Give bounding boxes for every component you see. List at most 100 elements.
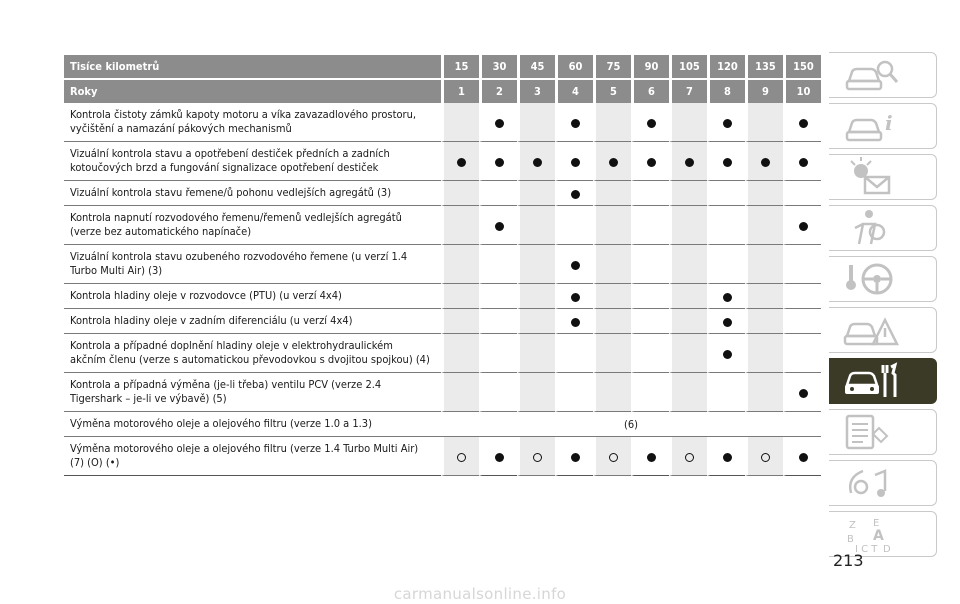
- header-km-60: 60: [555, 55, 593, 78]
- interval-cell: [707, 103, 745, 142]
- table-row: Vizuální kontrola stavu ozubeného rozvod…: [64, 245, 821, 284]
- chapter-tab-4[interactable]: [829, 205, 937, 251]
- filled-dot-mark: [571, 292, 580, 302]
- filled-dot-mark: [761, 157, 770, 167]
- interval-cell: [479, 245, 517, 284]
- chapter-tab-1[interactable]: [829, 52, 937, 98]
- car-wrench-icon: [845, 362, 898, 397]
- header-km-120: 120: [707, 55, 745, 78]
- task-description: Kontrola a případná výměna (je-li třeba)…: [64, 373, 441, 412]
- interval-cell: [441, 181, 479, 206]
- svg-text:I C T: I C T: [855, 544, 878, 554]
- table-row: Kontrola čistoty zámků kapoty motoru a v…: [64, 103, 821, 142]
- interval-cell: [707, 334, 745, 373]
- filled-dot-mark: [723, 292, 732, 302]
- interval-cell: [707, 437, 745, 476]
- interval-cell: [783, 181, 821, 206]
- filled-dot-mark: [799, 157, 808, 167]
- interval-cell: [593, 103, 631, 142]
- interval-cell: [441, 437, 479, 476]
- spec-list-icon: [845, 414, 889, 450]
- svg-text:i: i: [885, 111, 893, 135]
- task-description: Vizuální kontrola stavu ozubeného rozvod…: [64, 245, 441, 284]
- task-description: Kontrola a případné doplnění hladiny ole…: [64, 334, 441, 373]
- interval-cell: [555, 245, 593, 284]
- interval-cell: [555, 142, 593, 181]
- interval-cell: [783, 437, 821, 476]
- filled-dot-mark: [647, 452, 656, 462]
- header-km-45: 45: [517, 55, 555, 78]
- interval-cell: [745, 437, 783, 476]
- chapter-tab-5[interactable]: [829, 256, 937, 302]
- interval-cell: [441, 309, 479, 334]
- table-row: Kontrola hladiny oleje v zadním diferenc…: [64, 309, 821, 334]
- interval-cell: [441, 103, 479, 142]
- interval-cell: [745, 334, 783, 373]
- header-km-75: 75: [593, 55, 631, 78]
- header-year-2: 2: [479, 78, 517, 103]
- interval-cell: [631, 245, 669, 284]
- chapter-tab-2[interactable]: i: [829, 103, 937, 149]
- interval-cell: [479, 284, 517, 309]
- svg-text:E: E: [873, 518, 879, 529]
- hollow-ring-mark: [685, 452, 694, 462]
- interval-cell: [593, 373, 631, 412]
- interval-cell: [745, 103, 783, 142]
- interval-cell: [555, 103, 593, 142]
- chapter-tab-7[interactable]: [829, 358, 937, 404]
- interval-cell: [707, 245, 745, 284]
- header-year-4: 4: [555, 78, 593, 103]
- filled-dot-mark: [723, 157, 732, 167]
- interval-cell: [517, 309, 555, 334]
- interval-cell: [783, 373, 821, 412]
- table-row: Vizuální kontrola stavu řemene/ů pohonu …: [64, 181, 821, 206]
- filled-dot-mark: [571, 452, 580, 462]
- filled-dot-mark: [647, 157, 656, 167]
- header-years-row: Roky 1 2 3 4 5 6 7 8 9 10: [64, 78, 821, 103]
- header-year-5: 5: [593, 78, 631, 103]
- chapter-tab-8[interactable]: [829, 409, 937, 455]
- task-description: Výměna motorového oleje a olejového filt…: [64, 437, 441, 476]
- interval-cell: [593, 284, 631, 309]
- interval-cell: [555, 437, 593, 476]
- interval-cell: [707, 373, 745, 412]
- interval-cell: [441, 142, 479, 181]
- header-km-30: 30: [479, 55, 517, 78]
- chapter-tab-9[interactable]: [829, 460, 937, 506]
- interval-cell: [441, 245, 479, 284]
- interval-cell: [783, 309, 821, 334]
- header-year-9: 9: [745, 78, 783, 103]
- key-steering-wheel-icon: [846, 263, 893, 295]
- filled-dot-mark: [799, 452, 808, 462]
- task-description: Kontrola hladiny oleje v rozvodovce (PTU…: [64, 284, 441, 309]
- interval-cell: [707, 142, 745, 181]
- header-km-15: 15: [441, 55, 479, 78]
- span-note: (6): [441, 412, 821, 437]
- car-info-icon: i: [845, 111, 893, 142]
- interval-cell: [669, 142, 707, 181]
- interval-cell: [593, 142, 631, 181]
- chapter-tab-6[interactable]: [829, 307, 937, 353]
- filled-dot-mark: [571, 118, 580, 128]
- interval-cell: [745, 309, 783, 334]
- interval-cell: [631, 142, 669, 181]
- chapter-tab-3[interactable]: [829, 154, 937, 200]
- task-description: Vizuální kontrola stavu řemene/ů pohonu …: [64, 181, 441, 206]
- interval-cell: [631, 334, 669, 373]
- header-km-150: 150: [783, 55, 821, 78]
- interval-cell: [669, 103, 707, 142]
- interval-cell: [631, 103, 669, 142]
- table-row: Výměna motorového oleje a olejového filt…: [64, 412, 821, 437]
- interval-cell: [517, 334, 555, 373]
- interval-cell: [479, 103, 517, 142]
- car-warning-triangle-icon: [843, 317, 900, 346]
- filled-dot-mark: [723, 317, 732, 327]
- interval-cell: [517, 284, 555, 309]
- filled-dot-mark: [799, 221, 808, 231]
- interval-cell: [555, 334, 593, 373]
- interval-cell: [517, 181, 555, 206]
- interval-cell: [517, 245, 555, 284]
- interval-cell: [745, 181, 783, 206]
- interval-cell: [745, 142, 783, 181]
